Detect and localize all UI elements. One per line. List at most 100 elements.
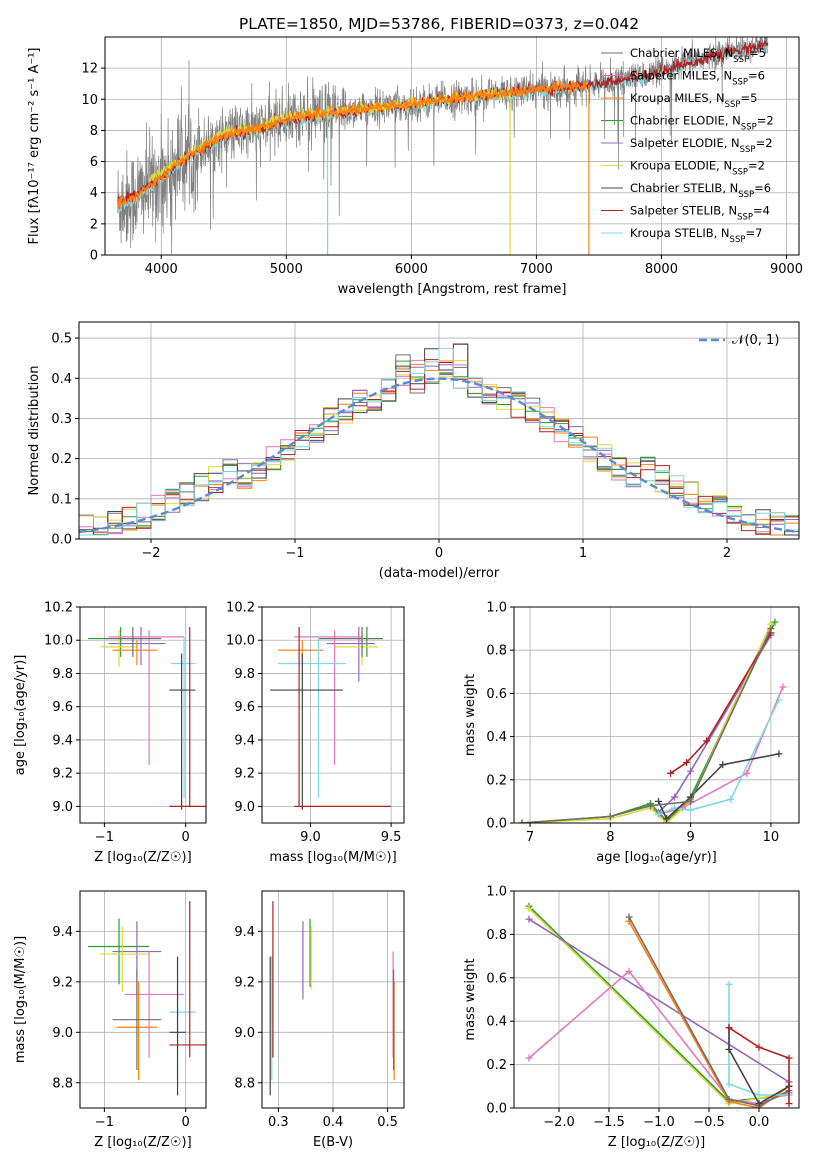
x-tick-label: 9.0 (300, 830, 321, 845)
residual-histogram (79, 347, 799, 536)
y-tick-label: 0.0 (51, 533, 72, 548)
legend-entry: 𝒩(0, 1) (732, 333, 779, 348)
y-tick-label: 8.8 (52, 1076, 73, 1091)
age-vs-metallicity-panel: −1 0 9.0 9.2 9.4 9.6 9.8 10.0 10.2 Z [log₁₀(Z/Z☉)… (13, 601, 207, 865)
plot-area (79, 343, 799, 536)
y-tick-label: 0.8 (486, 928, 507, 943)
plot-area (88, 901, 206, 1096)
y-tick-label: 9.0 (52, 800, 73, 815)
y-tick-label: 9.0 (52, 1026, 73, 1041)
legend-entry: Chabrier ELODIE, NSSP=2 (630, 114, 774, 133)
data-point-marker (779, 683, 787, 691)
x-tick-label: −1 (95, 830, 114, 845)
x-tick-label: 7 (526, 830, 534, 845)
legend-entry: Salpeter MILES, NSSP=6 (630, 69, 765, 88)
y-axis-label: mass [log₁₀(M/M☉)] (13, 936, 28, 1063)
x-tick-label: 4000 (145, 262, 178, 277)
plot-area (116, 37, 769, 255)
data-point-marker (671, 804, 679, 812)
plot-area (518, 618, 787, 823)
y-tick-label: 10.0 (226, 634, 255, 649)
model-spectrum-line (116, 78, 587, 210)
plot-area (270, 626, 392, 810)
y-axis-label: Normed distribution (27, 366, 42, 496)
mass-weight-line (657, 753, 780, 821)
data-point-marker (775, 750, 783, 758)
data-point-marker (775, 696, 783, 704)
y-tick-label: 0.3 (51, 412, 72, 427)
y-tick-label: 0.2 (51, 452, 72, 467)
data-point-marker (767, 625, 775, 633)
legend-entry: Chabrier MILES, NSSP=5 (630, 46, 766, 65)
data-point-marker (719, 761, 727, 769)
x-tick-label: −2.0 (543, 1115, 575, 1130)
y-tick-label: 9.8 (52, 667, 73, 682)
plot-area (269, 901, 395, 1096)
axes-frame (261, 606, 405, 824)
x-tick-label: 0.5 (377, 1115, 398, 1130)
data-point-marker (785, 1100, 793, 1108)
x-tick-label: 0.0 (749, 1115, 770, 1130)
mass-weight-line (628, 921, 790, 1108)
x-axis-label: Z [log₁₀(Z/Z☉)] (94, 1135, 191, 1150)
mass-weight-line (658, 686, 784, 816)
y-tick-label: 8 (90, 124, 98, 139)
x-axis-label: E(B-V) (313, 1135, 353, 1150)
y-tick-label: 9.0 (234, 1026, 255, 1041)
data-point-marker (518, 819, 526, 823)
mass-weight-line (670, 632, 772, 774)
y-tick-label: 10 (81, 93, 98, 108)
data-point-marker (725, 1095, 733, 1103)
y-tick-label: 9.4 (52, 733, 73, 748)
data-point-marker (525, 1054, 533, 1062)
y-tick-label: 9.4 (52, 925, 73, 940)
y-tick-label: 9.6 (52, 700, 73, 715)
data-point-marker (655, 797, 663, 805)
axes-frame (513, 606, 800, 824)
x-tick-label: 2 (723, 546, 731, 561)
x-tick-label: 8 (606, 830, 614, 845)
data-point-marker (655, 810, 663, 818)
x-axis-label: wavelength [Angstrom, rest frame] (338, 282, 567, 297)
x-tick-label: 0.4 (323, 1115, 344, 1130)
y-tick-label: 6 (90, 155, 98, 170)
legend-entry: Salpeter ELODIE, NSSP=2 (630, 136, 773, 155)
x-tick-label: −2 (141, 546, 160, 561)
y-axis-label: mass weight (463, 674, 478, 756)
mass-weight-line (628, 916, 790, 1107)
y-tick-label: 0.6 (486, 687, 507, 702)
data-point-marker (727, 795, 735, 803)
axes-frame (261, 890, 405, 1109)
data-point-marker (743, 769, 751, 777)
y-tick-label: 0.4 (486, 1015, 507, 1030)
y-tick-label: 9.6 (234, 700, 255, 715)
y-axis-label: mass weight (463, 958, 478, 1040)
mass-vs-extinction-panel: 0.3 0.4 0.5 8.8 9.0 9.2 9.4 E(B-V) (234, 890, 405, 1150)
x-tick-label: 1 (579, 546, 587, 561)
y-tick-label: 9.0 (234, 800, 255, 815)
y-tick-label: 0.8 (486, 644, 507, 659)
y-tick-label: 0 (90, 249, 98, 264)
age-vs-mass-panel: 9.0 9.5 9.0 9.2 9.4 9.6 9.8 10.0 10.2 mass [log₁₀… (226, 601, 405, 865)
axes-frame (79, 890, 207, 1109)
x-tick-label: 7000 (520, 262, 553, 277)
legend-entry: Chabrier STELIB, NSSP=6 (630, 181, 771, 200)
data-point-marker (525, 904, 533, 912)
y-tick-label: 9.8 (234, 667, 255, 682)
mass-weight-line (521, 621, 776, 823)
x-axis-label: Z [log₁₀(Z/Z☉)] (94, 850, 191, 865)
legend-entry: Kroupa ELODIE, NSSP=2 (630, 159, 765, 178)
mass-weight-line (728, 1027, 790, 1105)
y-tick-label: 9.2 (234, 767, 255, 782)
data-point-marker (687, 767, 695, 775)
legend-entry: Salpeter STELIB, NSSP=4 (630, 204, 770, 223)
x-tick-label: −0.5 (693, 1115, 725, 1130)
data-point-marker (606, 813, 614, 821)
plot-area (525, 902, 793, 1108)
x-axis-label: (data-model)/error (379, 566, 500, 581)
data-point-marker (625, 913, 633, 921)
y-tick-label: 9.2 (52, 975, 73, 990)
spectrum-panel: 4000 5000 6000 7000 8000 9000 0 2 4 6 8 10 12 wavelen… (27, 36, 803, 297)
y-tick-label: 10.0 (44, 634, 73, 649)
mass-vs-metallicity-panel: −1 0 8.8 9.0 9.2 9.4 Z [log₁₀(Z/Z☉)] mass [log₁… (13, 890, 207, 1150)
